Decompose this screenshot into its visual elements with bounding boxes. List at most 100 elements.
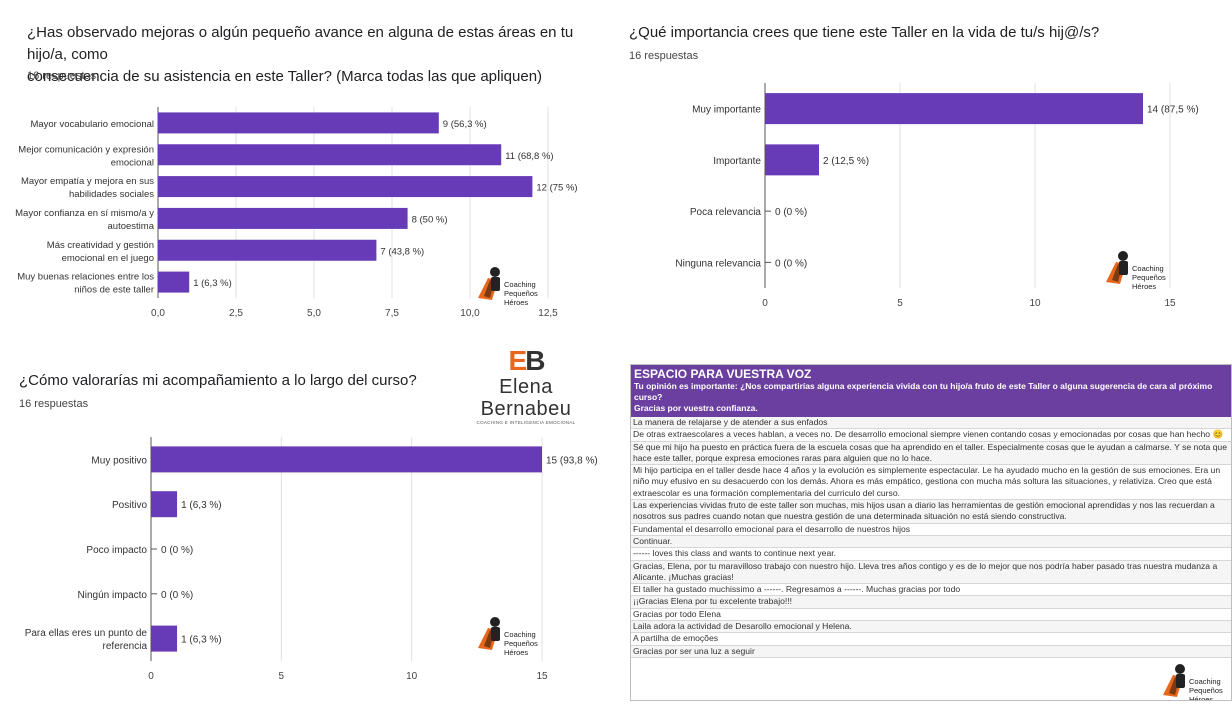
- category-label: autoestima: [108, 221, 155, 232]
- data-label: 0 (0 %): [161, 590, 193, 601]
- voice-row: El taller ha gustado muchissimo a ------…: [631, 584, 1231, 597]
- data-label: 14 (87,5 %): [1147, 105, 1199, 116]
- data-label: 7 (43,8 %): [380, 246, 424, 257]
- bar: [765, 93, 1143, 125]
- data-label: 12 (75 %): [536, 183, 577, 194]
- bar: [151, 491, 178, 518]
- bar: [158, 207, 408, 229]
- data-label: 1 (6,3 %): [181, 500, 222, 511]
- category-label: Más creatividad y gestión: [47, 240, 154, 251]
- response-count: 16 respuestas: [629, 50, 699, 62]
- x-tick-label: 7,5: [385, 308, 399, 319]
- response-count: 16 respuestas: [27, 70, 97, 82]
- data-label: 8 (50 %): [412, 214, 448, 225]
- x-tick-label: 5: [897, 298, 903, 309]
- voice-row: Gracias por ser una luz a seguir: [631, 645, 1231, 658]
- logo-line: Héroes: [1189, 695, 1214, 701]
- voice-row: Continuar.: [631, 535, 1231, 549]
- x-tick-label: 0: [148, 671, 154, 682]
- category-label: referencia: [103, 641, 148, 652]
- brand-subtitle: COACHING E INTELIGENCIA EMOCIONAL: [476, 420, 576, 425]
- chart-title-accompaniment: ¿Cómo valorarías mi acompañamiento a lo …: [19, 370, 459, 392]
- bar-chart-importance: 0 5 10 15 Muy importante 14 (87,5 %) Important…: [675, 83, 1199, 309]
- logo-line: Héroes: [504, 648, 529, 657]
- category-label: Muy buenas relaciones entre los: [17, 272, 154, 283]
- x-tick-label: 15: [536, 671, 548, 682]
- x-tick-label: 12,5: [538, 308, 558, 319]
- category-label: Mejor comunicación y expresión: [18, 144, 154, 155]
- brand-mark-right: B: [525, 345, 545, 376]
- voice-header: ESPACIO PARA VUESTRA VOZ Tu opinión es i…: [631, 365, 1231, 417]
- bar: [158, 144, 502, 166]
- category-label: emocional en el juego: [62, 253, 154, 264]
- x-tick-label: 10: [1029, 298, 1041, 309]
- bar: [158, 271, 190, 293]
- category-label: Mayor vocabulario emocional: [30, 119, 154, 130]
- superhero-icon: [478, 267, 500, 300]
- chart-title-improvements: ¿Has observado mejoras o algún pequeño a…: [27, 22, 617, 88]
- category-label: Muy positivo: [91, 455, 147, 466]
- voice-row: Gracias por todo Elena: [631, 609, 1231, 622]
- chart-title-line: ¿Has observado mejoras o algún pequeño a…: [27, 24, 574, 63]
- chart-title-line: ¿Cómo valorarías mi acompañamiento a lo …: [19, 372, 417, 389]
- x-tick-label: 15: [1164, 298, 1176, 309]
- data-label: 1 (6,3 %): [181, 635, 222, 646]
- category-label: Importante: [713, 156, 761, 167]
- logo-line: Pequeños: [1189, 686, 1223, 695]
- chart-panel-improvements: ¿Has observado mejoras o algún pequeño a…: [0, 0, 615, 340]
- data-label: 9 (56,3 %): [443, 119, 487, 130]
- voice-row: Las experiencias vividas fruto de este t…: [631, 500, 1231, 524]
- logo-text: Coaching Pequeños Héroes: [504, 630, 538, 657]
- logo-line: Coaching: [1132, 264, 1164, 273]
- superhero-icon: [1163, 664, 1185, 697]
- logo-line: Pequeños: [504, 289, 538, 298]
- category-label: niños de este taller: [74, 285, 154, 296]
- x-tick-label: 2,5: [229, 308, 243, 319]
- bar-chart-improvements: 0,0 2,5 5,0 7,5 10,0 12,5 Mayor vocabulario em…: [15, 107, 578, 319]
- voice-row: ¡¡Gracias Elena por tu excelente trabajo…: [631, 596, 1231, 609]
- coaching-logo: Coaching Pequeños Héroes: [1159, 663, 1231, 701]
- logo-text: Coaching Pequeños Héroes: [1189, 677, 1223, 701]
- x-tick-label: 5,0: [307, 308, 321, 319]
- data-label: 0 (0 %): [161, 545, 193, 556]
- data-label: 11 (68,8 %): [505, 151, 553, 162]
- data-label: 2 (12,5 %): [823, 156, 869, 167]
- category-label: Ninguna relevancia: [675, 258, 761, 269]
- category-label: Mayor empatía y mejora en sus: [21, 176, 154, 187]
- logo-text: Coaching Pequeños Héroes: [1132, 264, 1166, 291]
- logo-text: Coaching Pequeños Héroes: [504, 280, 538, 307]
- logo-line: Héroes: [1132, 282, 1157, 291]
- bar: [158, 239, 377, 261]
- category-label: Poca relevancia: [690, 207, 762, 218]
- x-tick-label: 5: [279, 671, 285, 682]
- bar-chart-accompaniment: 0 5 10 15 Muy positivo 15 (93,8 %) Positivo 1 (…: [25, 437, 598, 682]
- bar: [151, 446, 542, 473]
- voice-row: Laila adora la actividad de Desarollo em…: [631, 621, 1231, 634]
- category-label: Poco impacto: [86, 545, 147, 556]
- voice-row: Mi hijo participa en el taller desde hac…: [631, 465, 1231, 501]
- x-tick-label: 10,0: [460, 308, 480, 319]
- chart-panel-accompaniment: ¿Cómo valorarías mi acompañamiento a lo …: [0, 340, 615, 720]
- brand-name: Elena Bernabeu: [480, 376, 572, 420]
- data-label: 15 (93,8 %): [546, 455, 598, 466]
- voice-thanks: Gracias por vuestra confianza.: [634, 403, 758, 413]
- bar: [158, 176, 533, 198]
- voice-row: De otras extraescolares a veces hablan, …: [631, 429, 1231, 442]
- data-label: 0 (0 %): [775, 207, 807, 218]
- brand-logo-mark: EB: [458, 346, 594, 376]
- voice-row: ------ loves this class and wants to con…: [631, 548, 1231, 561]
- coaching-logo: Coaching Pequeños Héroes: [474, 266, 554, 312]
- x-tick-label: 10: [406, 671, 418, 682]
- coaching-logo: Coaching Pequeños Héroes: [474, 616, 554, 662]
- category-label: emocional: [111, 157, 154, 168]
- voice-row: Fundamental el desarrollo emocional para…: [631, 524, 1231, 536]
- logo-line: Coaching: [504, 630, 536, 639]
- logo-line: Pequeños: [1132, 273, 1166, 282]
- logo-line: Coaching: [504, 280, 536, 289]
- category-label: Muy importante: [692, 105, 761, 116]
- voice-subtitle: Tu opinión es importante: ¿Nos compartir…: [634, 381, 1213, 402]
- data-label: 1 (6,3 %): [193, 278, 232, 289]
- response-count: 16 respuestas: [19, 398, 89, 410]
- coaching-logo: Coaching Pequeños Héroes: [1102, 250, 1182, 296]
- data-label: 0 (0 %): [775, 258, 807, 269]
